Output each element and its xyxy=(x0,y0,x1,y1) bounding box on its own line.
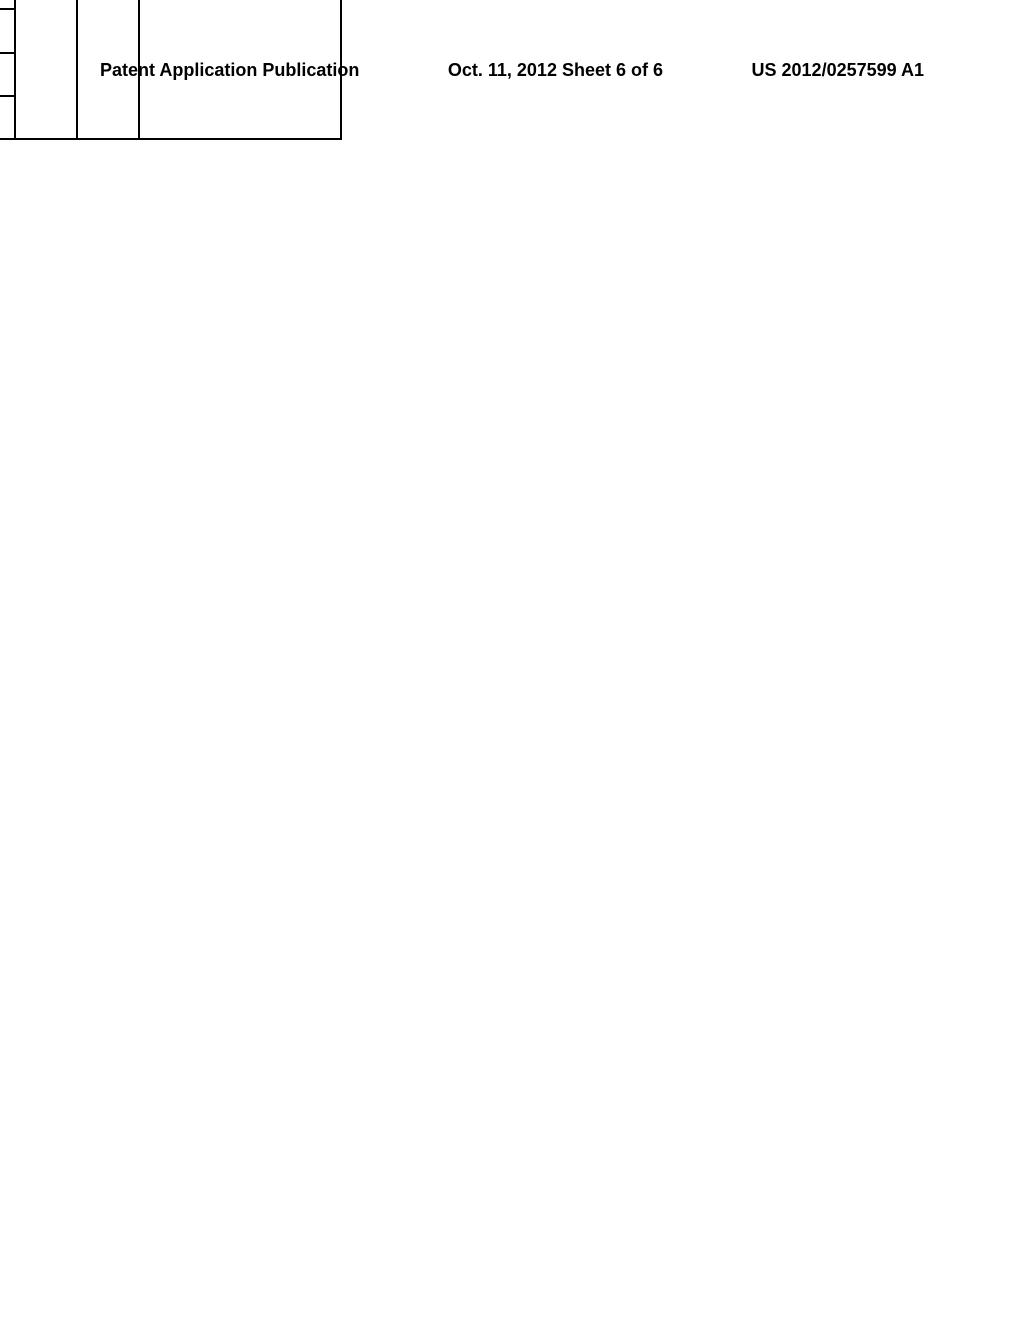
cell-seq-number: SDU SEQUENCE NUMBER xyxy=(78,0,138,138)
packet-diagram: IP VER IP HLEN DSCP IP DATAGRAM TOTAL LE… xyxy=(0,0,342,140)
cell-payload: START OF ENCAPSULATED PAYLOAD xyxy=(140,0,340,138)
row-gre-key: GRE KEY (IDENTIFIES IEEE 802.16E SERVICE… xyxy=(16,0,78,138)
row-gre-flags: 0 1 0 RESERVEDO VER GRE PAYLOAD PROTOCOL… xyxy=(0,0,16,138)
row-seq: SDU SEQUENCE NUMBER xyxy=(78,0,140,138)
cell-bit2: 0 xyxy=(0,8,14,51)
figure-wrapper: IP VER IP HLEN DSCP IP DATAGRAM TOTAL LE… xyxy=(190,0,1003,140)
cell-bit1: 1 xyxy=(0,52,14,95)
cell-reservedo: RESERVEDO xyxy=(0,0,14,8)
cell-bit0: 0 xyxy=(0,95,14,138)
cell-gre-key: GRE KEY (IDENTIFIES IEEE 802.16E SERVICE… xyxy=(16,0,76,138)
figure-caption: FIG.4 xyxy=(366,0,403,140)
row-payload: START OF ENCAPSULATED PAYLOAD xyxy=(140,0,340,138)
